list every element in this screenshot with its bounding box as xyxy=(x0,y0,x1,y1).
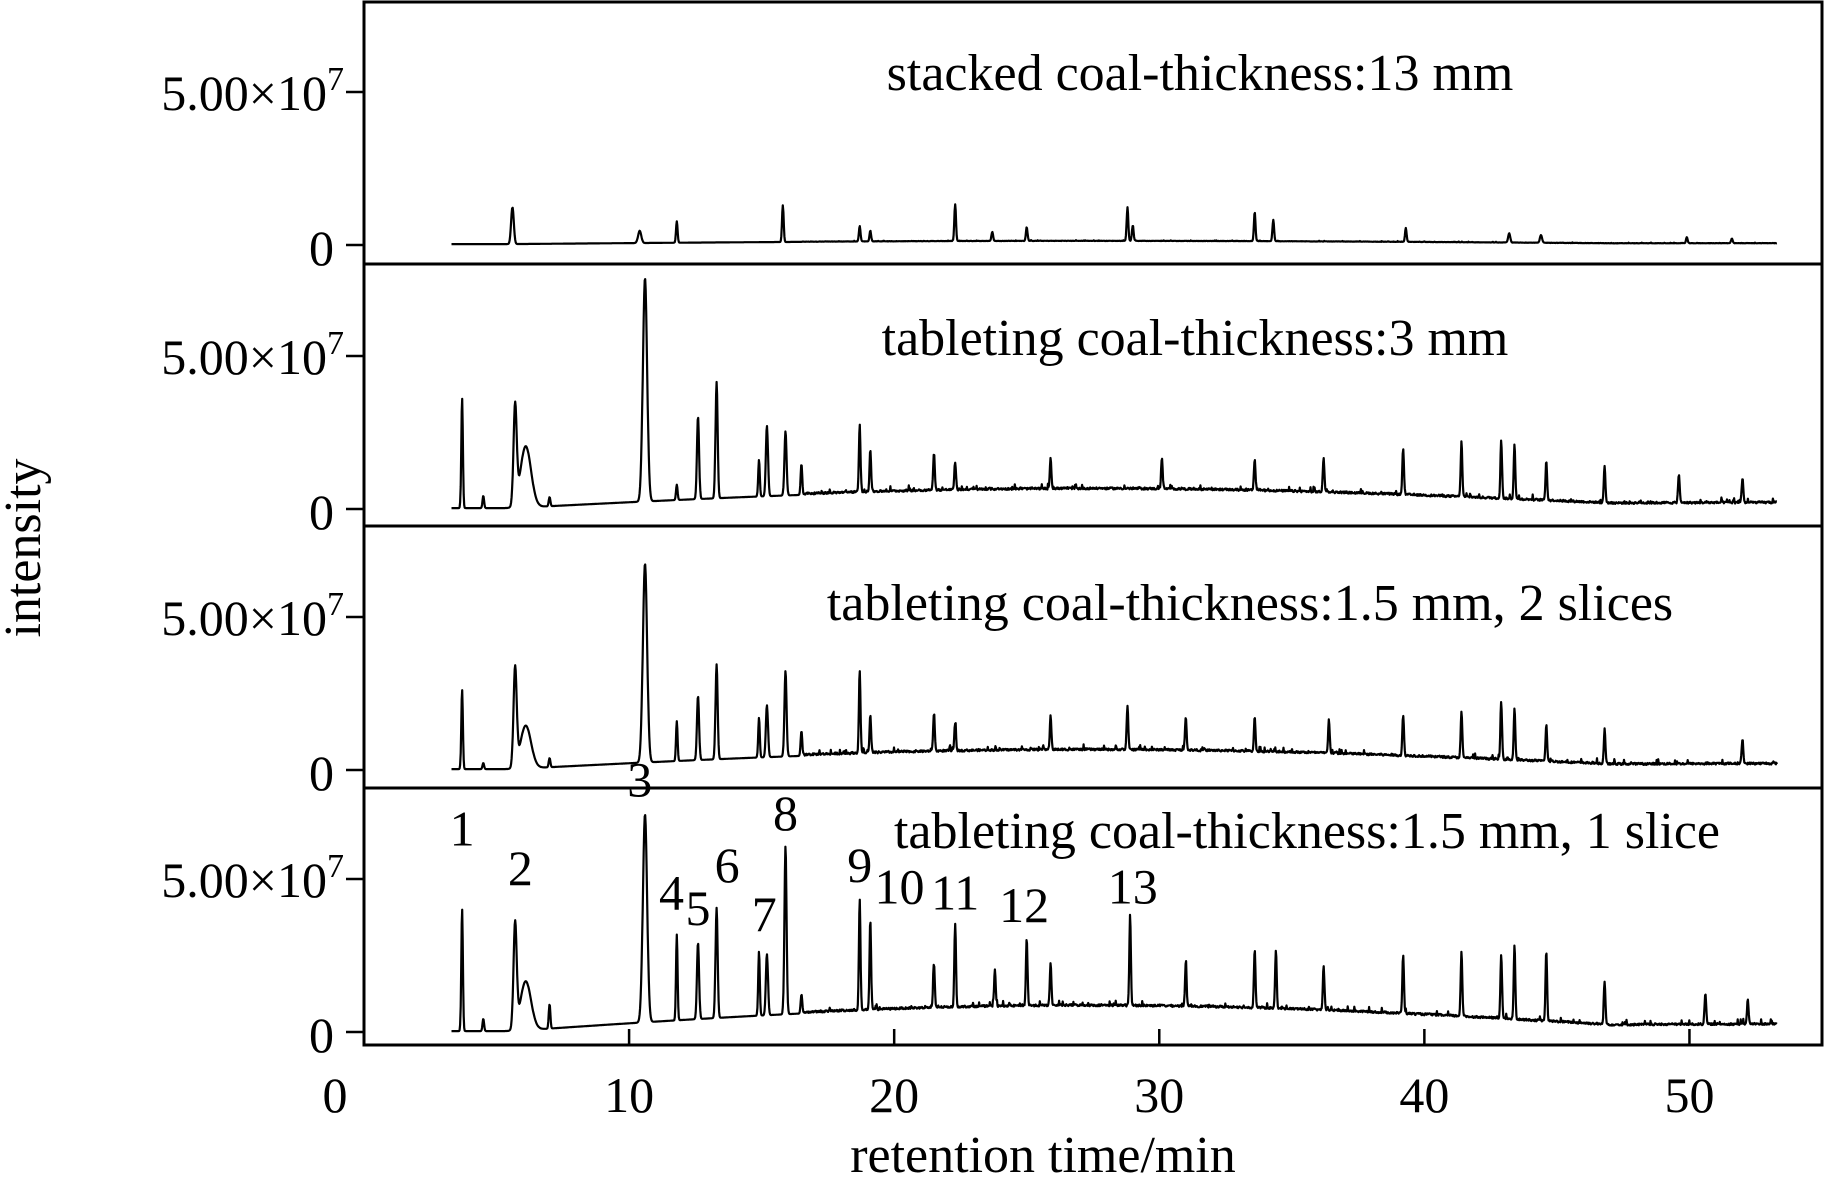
peak-label-5: 5 xyxy=(686,880,711,936)
y-tick-label: 0 xyxy=(309,1007,334,1063)
peak-label-2: 2 xyxy=(508,840,533,896)
x-tick-label: 10 xyxy=(604,1067,654,1123)
y-tick-label: 5.00×107 xyxy=(161,325,344,385)
panel-frames xyxy=(362,0,1824,1047)
peak-label-10: 10 xyxy=(874,858,924,914)
peak-label-1: 1 xyxy=(450,800,475,856)
y-tick-label: 0 xyxy=(309,484,334,540)
peak-label-13: 13 xyxy=(1108,858,1158,914)
chromatogram-trace-3 xyxy=(450,563,1778,771)
peak-label-11: 11 xyxy=(931,865,979,921)
y-axis-title: intensity xyxy=(0,458,52,637)
chromatogram-trace-2 xyxy=(450,278,1778,510)
y-tick-label: 0 xyxy=(309,220,334,276)
panel-label-3: tableting coal-thickness:1.5 mm, 2 slice… xyxy=(827,575,1673,632)
y-tick-label: 5.00×107 xyxy=(161,586,344,646)
panel-label-2: tableting coal-thickness:3 mm xyxy=(882,310,1509,367)
y-tick-label: 5.00×107 xyxy=(161,848,344,908)
peak-label-4: 4 xyxy=(659,865,684,921)
x-tick-label: 50 xyxy=(1664,1067,1714,1123)
peak-label-7: 7 xyxy=(752,886,777,942)
x-tick-label: 20 xyxy=(869,1067,919,1123)
panel-frame-1 xyxy=(362,0,1824,266)
peak-label-9: 9 xyxy=(847,837,872,893)
y-tick-label: 0 xyxy=(309,745,334,801)
peak-label-12: 12 xyxy=(999,877,1049,933)
peak-label-6: 6 xyxy=(715,837,740,893)
panel-labels: stacked coal-thickness:13 mm tableting co… xyxy=(827,45,1720,860)
chromatogram-trace-4 xyxy=(450,814,1778,1033)
panel-label-1: stacked coal-thickness:13 mm xyxy=(887,45,1514,102)
panel-label-4: tableting coal-thickness:1.5 mm, 1 slice xyxy=(894,803,1720,860)
panel-frame-4 xyxy=(362,786,1824,1047)
chromatogram-traces xyxy=(450,203,1778,1033)
x-tick-label: 30 xyxy=(1134,1067,1184,1123)
x-axis-title: retention time/min xyxy=(850,1127,1236,1184)
x-tick-label: 40 xyxy=(1399,1067,1449,1123)
x-axis: 0 10 20 30 40 50 xyxy=(323,1029,1714,1123)
x-tick-label: 0 xyxy=(323,1067,348,1123)
peak-label-3: 3 xyxy=(627,751,652,807)
y-tick-label: 5.00×107 xyxy=(161,61,344,121)
chromatogram-trace-1 xyxy=(450,203,1778,246)
peak-label-8: 8 xyxy=(773,785,798,841)
y-axis: 0 5.00×107 0 5.00×107 0 5.00×107 0 5.00×107 xyxy=(161,61,364,1063)
